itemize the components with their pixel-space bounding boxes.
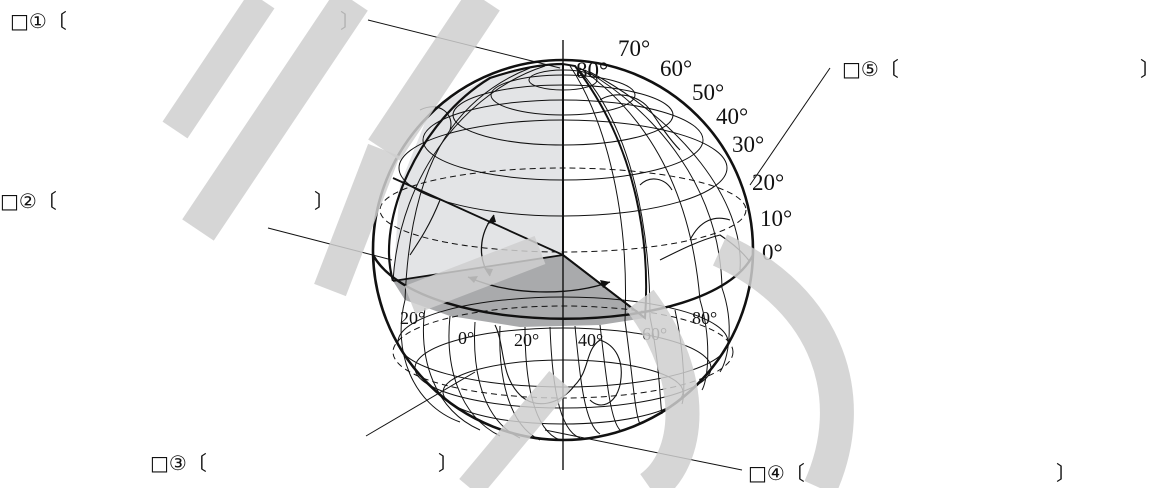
latitude-angle-sector (393, 64, 563, 281)
watermark (162, 0, 854, 488)
latitude-label-50: 50° (692, 80, 724, 105)
longitude-label-40: 40° (578, 330, 603, 350)
arrowhead-up (487, 215, 496, 224)
latitude-label-20: 20° (752, 170, 784, 195)
latitude-label-30: 30° (732, 132, 764, 157)
blank-1-label: □①〔 (10, 9, 67, 33)
blank-5-close: 〕 (1140, 57, 1160, 81)
meridian-cut-edge (388, 62, 564, 282)
blank-3-close: 〕 (438, 451, 458, 475)
equator-line (371, 254, 755, 320)
arrowhead-right (600, 280, 610, 288)
longitude-label-80: 80° (692, 308, 717, 328)
blank-3-label: □③〔 (150, 451, 207, 475)
blank-4-close: 〕 (1056, 461, 1076, 485)
latitude-label-60: 60° (660, 56, 692, 81)
blank-2-close: 〕 (314, 189, 334, 213)
blank-2-label: □②〔 (0, 189, 57, 213)
latitude-label-80: 80° (576, 58, 608, 83)
longitude-label-20-west: 20° (400, 308, 425, 328)
latitude-label-70: 70° (618, 36, 650, 61)
longitude-label-0: 0° (458, 328, 474, 348)
latitude-label-10: 10° (760, 206, 792, 231)
longitude-label-20-east: 20° (514, 330, 539, 350)
latitude-label-40: 40° (716, 104, 748, 129)
blank-4-label: □④〔 (748, 461, 805, 485)
blank-5-label: □⑤〔 (842, 57, 899, 81)
